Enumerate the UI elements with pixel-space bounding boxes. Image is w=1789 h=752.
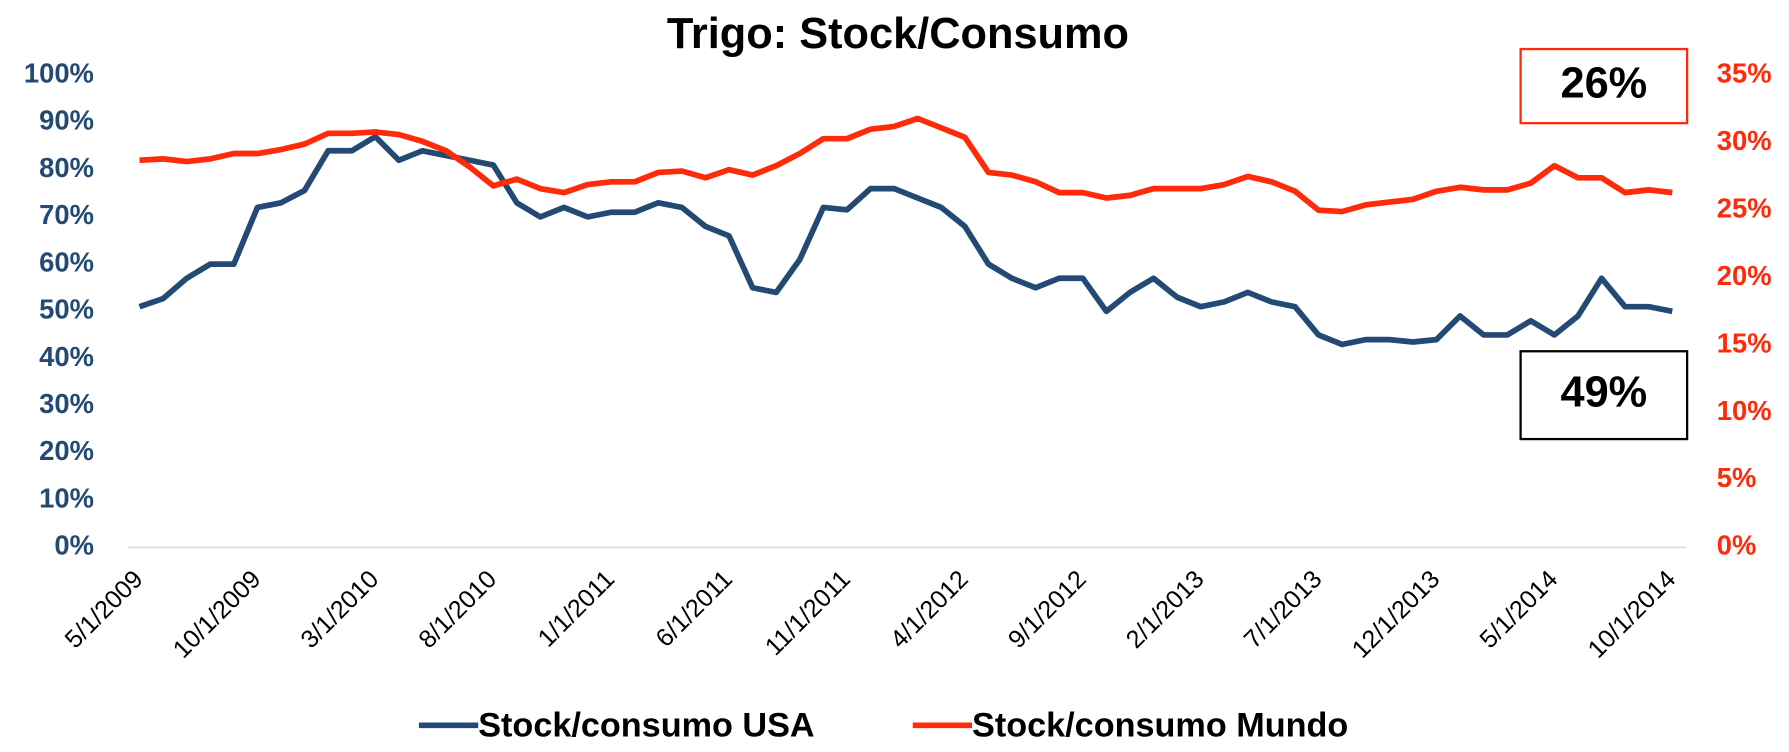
y2-tick-label: 25% xyxy=(1717,192,1772,223)
x-tick-label: 6/1/2011 xyxy=(650,565,738,653)
chart-title: Trigo: Stock/Consumo xyxy=(667,10,1129,58)
y2-tick-label: 5% xyxy=(1717,462,1757,493)
x-tick-label: 5/1/2009 xyxy=(60,565,149,654)
y2-tick-label: 35% xyxy=(1717,58,1772,89)
annotation-box xyxy=(1519,47,1689,125)
x-tick-label: 2/1/2013 xyxy=(1121,565,1210,654)
x-tick-label: 3/1/2010 xyxy=(295,565,384,654)
y-tick-label: 100% xyxy=(24,58,94,89)
x-tick-label: 4/1/2012 xyxy=(885,565,974,654)
y-tick-label: 30% xyxy=(39,388,94,419)
y-tick-label: 50% xyxy=(39,294,94,325)
x-tick-label: 11/1/2011 xyxy=(760,565,856,661)
y-tick-label: 10% xyxy=(39,482,94,513)
y2-tick-label: 0% xyxy=(1717,530,1757,561)
y2-tick-label: 10% xyxy=(1717,395,1772,426)
x-tick-label: 1/1/2011 xyxy=(533,565,621,653)
x-tick-label: 10/1/2014 xyxy=(1583,565,1682,664)
y2-tick-label: 15% xyxy=(1717,327,1772,358)
legend-label: Stock/consumo USA xyxy=(478,707,814,745)
y2-tick-label: 20% xyxy=(1717,260,1772,291)
y-tick-label: 60% xyxy=(39,246,94,277)
y2-tick-label: 30% xyxy=(1717,125,1772,156)
data-line xyxy=(139,115,1673,215)
annotation: 49% xyxy=(1560,369,1647,417)
x-tick-label: 12/1/2013 xyxy=(1347,565,1446,664)
x-tick-label: 10/1/2009 xyxy=(168,565,267,664)
x-tick-label: 9/1/2012 xyxy=(1003,565,1092,654)
y-tick-label: 20% xyxy=(39,435,94,466)
y-tick-label: 0% xyxy=(54,530,94,561)
x-tick-label: 7/1/2013 xyxy=(1239,565,1328,654)
y-tick-label: 70% xyxy=(39,199,94,230)
y-tick-label: 40% xyxy=(39,341,94,372)
annotation-box xyxy=(1519,350,1689,441)
y-tick-label: 90% xyxy=(39,105,94,136)
annotation: 26% xyxy=(1560,60,1647,108)
y-tick-label: 80% xyxy=(39,152,94,183)
data-line xyxy=(138,133,1673,348)
x-tick-label: 5/1/2014 xyxy=(1474,565,1563,654)
legend-label: Stock/consumo Mundo xyxy=(972,707,1348,745)
x-tick-label: 8/1/2010 xyxy=(413,565,502,654)
